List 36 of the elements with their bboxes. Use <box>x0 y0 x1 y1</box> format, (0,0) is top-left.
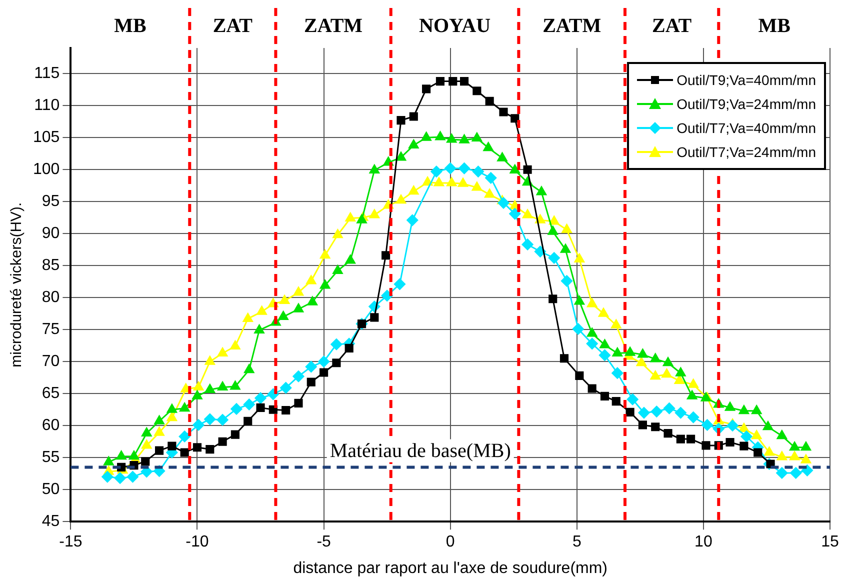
y-tick-label: 105 <box>32 129 60 146</box>
x-tick-label: -15 <box>59 534 82 551</box>
y-tick-label: 110 <box>34 97 60 114</box>
y-tick-label: 75 <box>42 321 60 338</box>
text: MB <box>758 15 790 37</box>
x-tick-label: 5 <box>572 534 582 551</box>
y-tick-label: 60 <box>42 417 60 434</box>
y-tick-label: 85 <box>42 257 60 274</box>
y-tick-label: 50 <box>42 481 60 498</box>
x-tick-label: 15 <box>821 534 839 551</box>
y-tick-label: 80 <box>42 289 60 306</box>
x-tick-label: -5 <box>316 534 332 551</box>
text: ZAT <box>212 15 254 37</box>
x-tick-label: 0 <box>446 534 455 551</box>
y-tick-label: 65 <box>42 385 60 402</box>
text: ZATM <box>542 15 602 37</box>
text: NOYAU <box>419 15 491 37</box>
text: ZAT <box>652 15 692 37</box>
y-tick-label: 45 <box>42 513 60 530</box>
y-tick-label: 115 <box>34 65 60 82</box>
y-tick-label: 100 <box>32 161 60 178</box>
text: MB <box>114 15 146 37</box>
legend-label: Outil/T9;Va=24mm/mn <box>676 96 816 112</box>
y-axis-title: microdureté vickers(HV). <box>8 202 26 368</box>
y-tick-label: 55 <box>42 449 60 466</box>
y-tick-label: 70 <box>42 353 60 370</box>
y-tick-label: 95 <box>42 193 60 210</box>
text: ZATM <box>304 15 363 37</box>
legend-label: Outil/T9;Va=40mm/mn <box>676 72 816 88</box>
legend-label: Outil/T7;Va=40mm/mn <box>676 120 816 136</box>
x-tick-label: -10 <box>186 534 209 551</box>
y-tick-label: 90 <box>42 225 60 242</box>
x-axis-title: distance par raport au l'axe de soudure(mm) <box>293 560 608 577</box>
legend-label: Outil/T7;Va=24mm/mn <box>676 144 816 160</box>
ref-line-label: Matériau de base(MB) <box>330 440 511 462</box>
x-tick-label: 10 <box>694 534 712 551</box>
